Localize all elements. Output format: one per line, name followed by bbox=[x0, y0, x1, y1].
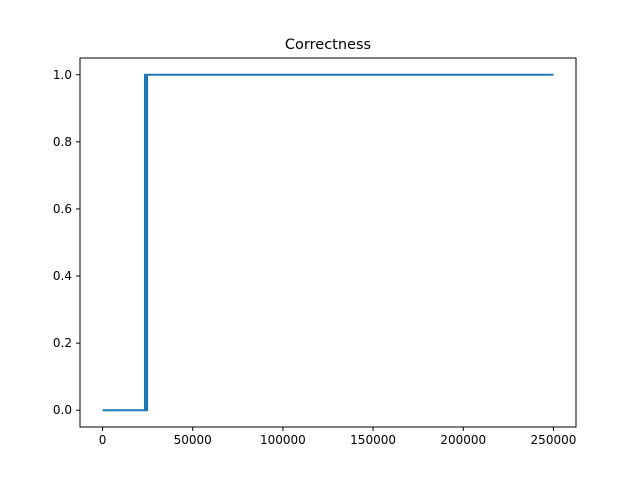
x-tick-label: 150000 bbox=[350, 433, 396, 447]
x-tick-label: 100000 bbox=[260, 433, 306, 447]
x-tick-label: 50000 bbox=[174, 433, 212, 447]
y-tick-label: 0.0 bbox=[53, 403, 72, 417]
series-line-correctness bbox=[102, 73, 554, 412]
x-tick-label: 0 bbox=[99, 433, 107, 447]
y-tick-label: 0.2 bbox=[53, 336, 72, 350]
y-tick-label: 0.6 bbox=[53, 202, 72, 216]
axes-frame bbox=[79, 57, 577, 428]
x-tick-label: 250000 bbox=[531, 433, 577, 447]
y-tick-label: 0.4 bbox=[53, 269, 72, 283]
plot-area: 0 50000 100000 150000 200000 250000 0.0 0.2 0.4 0… bbox=[53, 57, 577, 447]
y-tick-label: 1.0 bbox=[53, 68, 72, 82]
chart-title: Correctness bbox=[285, 37, 371, 53]
y-tick-label: 0.8 bbox=[53, 135, 72, 149]
x-tick-label: 200000 bbox=[440, 433, 486, 447]
